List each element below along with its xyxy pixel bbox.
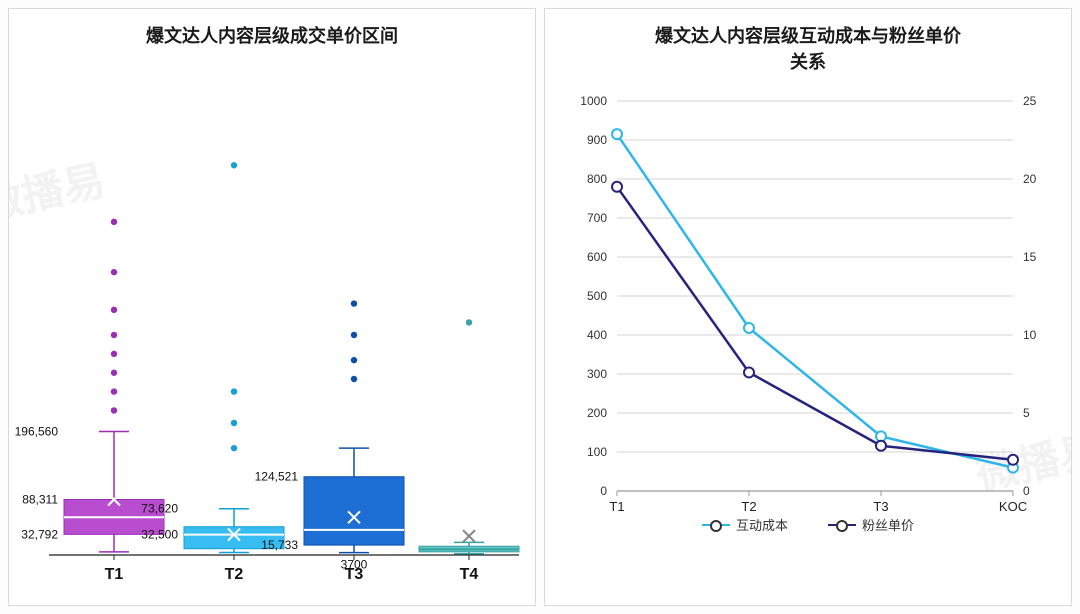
legend-item: 粉丝单价 bbox=[828, 515, 914, 534]
linechart-legend: 互动成本 粉丝单价 bbox=[545, 511, 1071, 544]
linechart-svg: 0 100 200 300 400 500 600 700 800 900 1000 0 5 10 15 20… bbox=[545, 81, 1065, 511]
svg-text:32,792: 32,792 bbox=[21, 527, 58, 541]
svg-text:T2: T2 bbox=[741, 499, 756, 511]
svg-text:300: 300 bbox=[587, 367, 607, 381]
svg-text:T2: T2 bbox=[225, 566, 244, 583]
svg-text:100: 100 bbox=[587, 445, 607, 459]
linechart-title: 爆文达人内容层级互动成本与粉丝单价 关系 bbox=[545, 9, 1071, 81]
svg-text:15,733: 15,733 bbox=[261, 538, 298, 552]
svg-text:15: 15 bbox=[1023, 250, 1037, 264]
svg-text:KOC: KOC bbox=[999, 499, 1027, 511]
svg-text:600: 600 bbox=[587, 250, 607, 264]
svg-text:800: 800 bbox=[587, 172, 607, 186]
svg-text:124,521: 124,521 bbox=[255, 470, 299, 484]
svg-text:T3: T3 bbox=[345, 566, 364, 583]
legend-label: 互动成本 bbox=[736, 515, 788, 534]
svg-text:1000: 1000 bbox=[580, 94, 607, 108]
svg-text:400: 400 bbox=[587, 328, 607, 342]
linechart-title-line1: 爆文达人内容层级互动成本与粉丝单价 bbox=[553, 23, 1063, 49]
svg-text:T4: T4 bbox=[460, 566, 479, 583]
svg-text:500: 500 bbox=[587, 289, 607, 303]
svg-text:88,311: 88,311 bbox=[22, 493, 58, 507]
legend-swatch bbox=[828, 524, 856, 526]
boxplot-title: 爆文达人内容层级成交单价区间 bbox=[9, 9, 535, 55]
boxplot-svg: 32,792 88,311 196,560 T1 32,500 73,620 T2 15,73… bbox=[9, 55, 529, 595]
svg-text:T3: T3 bbox=[873, 499, 888, 511]
legend-item: 互动成本 bbox=[702, 515, 788, 534]
svg-text:73,620: 73,620 bbox=[141, 502, 178, 516]
boxplot-chart-area: 32,792 88,311 196,560 T1 32,500 73,620 T2 15,73… bbox=[9, 55, 535, 595]
svg-text:32,500: 32,500 bbox=[141, 528, 178, 542]
svg-text:0: 0 bbox=[1023, 484, 1030, 498]
svg-text:25: 25 bbox=[1023, 94, 1037, 108]
svg-text:T1: T1 bbox=[609, 499, 624, 511]
svg-text:200: 200 bbox=[587, 406, 607, 420]
panel-boxplot: 微播易 爆文达人内容层级成交单价区间 32,79288,311196,560T1… bbox=[8, 8, 536, 606]
linechart-chart-area: 0 100 200 300 400 500 600 700 800 900 1000 0 5 10 15 20… bbox=[545, 81, 1071, 511]
svg-text:20: 20 bbox=[1023, 172, 1037, 186]
svg-text:700: 700 bbox=[587, 211, 607, 225]
svg-text:0: 0 bbox=[600, 484, 607, 498]
svg-text:10: 10 bbox=[1023, 328, 1037, 342]
legend-swatch bbox=[702, 524, 730, 526]
svg-text:196,560: 196,560 bbox=[15, 425, 59, 439]
panel-linechart: 微播易 爆文达人内容层级互动成本与粉丝单价 关系 010020030040050… bbox=[544, 8, 1072, 606]
linechart-title-line2: 关系 bbox=[553, 49, 1063, 75]
legend-label: 粉丝单价 bbox=[862, 515, 914, 534]
svg-text:900: 900 bbox=[587, 133, 607, 147]
svg-text:T1: T1 bbox=[105, 566, 124, 583]
svg-text:5: 5 bbox=[1023, 406, 1030, 420]
